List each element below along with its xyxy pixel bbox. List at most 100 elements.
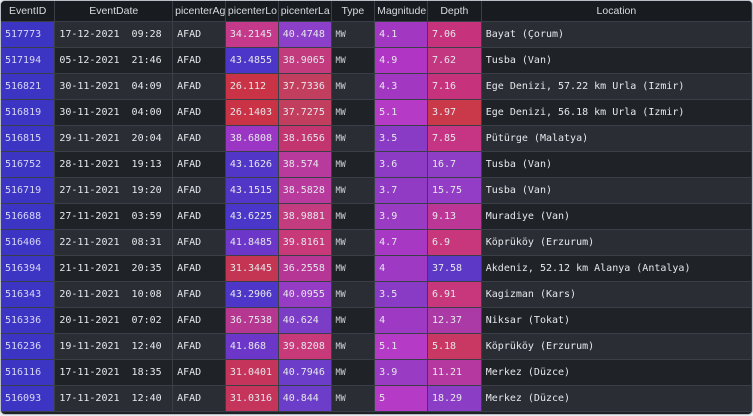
cell-type: MW [331, 125, 376, 152]
table-row[interactable]: 516343 20-11-2021 10:08 AFAD 43.2906 40.0955… [1, 281, 752, 308]
cell-magnitude: 3.9 [374, 203, 428, 230]
cell-type: MW [331, 281, 376, 308]
cell-magnitude: 4 [374, 307, 428, 334]
cell-agency: AFAD [172, 99, 226, 126]
col-header-latitude[interactable]: picenterLa [278, 1, 332, 22]
cell-depth: 7.06 [427, 21, 482, 48]
cell-eventid: 516116 [1, 359, 56, 386]
cell-magnitude: 5 [374, 385, 428, 412]
table-row[interactable]: 516406 22-11-2021 08:31 AFAD 41.8485 39.8161… [1, 229, 752, 256]
cell-longitude: 36.7538 [225, 307, 279, 334]
cell-magnitude: 3.6 [374, 151, 428, 178]
cell-latitude: 37.7336 [278, 73, 332, 100]
col-header-eventid[interactable]: EventID [1, 1, 56, 22]
cell-type: MW [331, 21, 376, 48]
cell-eventdate: 29-11-2021 20:04 [54, 125, 174, 152]
cell-location: Pütürge (Malatya) [481, 125, 752, 152]
cell-agency: AFAD [172, 333, 226, 360]
cell-location: Ege Denizi, 57.22 km Urla (Izmir) [481, 73, 752, 100]
table-row[interactable]: 516752 28-11-2021 19:13 AFAD 43.1626 38.574 M… [1, 151, 752, 178]
cell-type: MW [331, 47, 376, 74]
cell-eventdate: 20-11-2021 10:08 [54, 281, 174, 308]
cell-eventdate: 28-11-2021 19:13 [54, 151, 174, 178]
col-header-type[interactable]: Type [331, 1, 376, 22]
table-row[interactable]: 516236 19-11-2021 12:40 AFAD 41.868 39.8208 M… [1, 333, 752, 360]
cell-eventid: 516343 [1, 281, 56, 308]
table-row[interactable]: 516821 30-11-2021 04:09 AFAD 26.112 37.7336 M… [1, 73, 752, 100]
cell-agency: AFAD [172, 125, 226, 152]
table-row[interactable]: 516815 29-11-2021 20:04 AFAD 38.6808 38.1656… [1, 125, 752, 152]
cell-agency: AFAD [172, 203, 226, 230]
cell-magnitude: 4.7 [374, 229, 428, 256]
cell-magnitude: 3.9 [374, 359, 428, 386]
cell-location: Merkez (Düzce) [481, 385, 752, 412]
cell-longitude: 31.0316 [225, 385, 279, 412]
cell-depth: 6.91 [427, 281, 482, 308]
cell-eventid: 516752 [1, 151, 56, 178]
cell-depth: 18.29 [427, 385, 482, 412]
cell-depth: 11.21 [427, 359, 482, 386]
col-header-depth[interactable]: Depth [427, 1, 482, 22]
cell-eventid: 516336 [1, 307, 56, 334]
cell-type: MW [331, 359, 376, 386]
cell-type: MW [331, 177, 376, 204]
table-row[interactable]: 516116 17-11-2021 18:35 AFAD 31.0401 40.7946… [1, 359, 752, 386]
table-row[interactable]: 516688 27-11-2021 03:59 AFAD 43.6225 38.9881… [1, 203, 752, 230]
cell-eventdate: 17-12-2021 09:28 [54, 21, 174, 48]
cell-eventdate: 30-11-2021 04:00 [54, 99, 174, 126]
cell-agency: AFAD [172, 21, 226, 48]
col-header-location[interactable]: Location [481, 1, 752, 22]
cell-latitude: 36.2558 [278, 255, 332, 282]
cell-eventid: 516236 [1, 333, 56, 360]
cell-agency: AFAD [172, 47, 226, 74]
cell-location: Kagizman (Kars) [481, 281, 752, 308]
cell-longitude: 43.1626 [225, 151, 279, 178]
table-row[interactable]: 517194 05-12-2021 21:46 AFAD 43.4855 38.9065… [1, 47, 752, 74]
table-row[interactable]: 516394 21-11-2021 20:35 AFAD 31.3445 36.2558… [1, 255, 752, 282]
cell-type: MW [331, 255, 376, 282]
cell-latitude: 38.5828 [278, 177, 332, 204]
cell-latitude: 40.844 [278, 385, 332, 412]
col-header-agency[interactable]: picenterAge [172, 1, 226, 22]
cell-eventid: 517194 [1, 47, 56, 74]
cell-type: MW [331, 307, 376, 334]
cell-depth: 3.97 [427, 99, 482, 126]
cell-eventdate: 17-11-2021 18:35 [54, 359, 174, 386]
cell-depth: 7.62 [427, 47, 482, 74]
cell-type: MW [331, 203, 376, 230]
table-row[interactable]: 517773 17-12-2021 09:28 AFAD 34.2145 40.4748… [1, 21, 752, 48]
cell-eventid: 516821 [1, 73, 56, 100]
cell-agency: AFAD [172, 359, 226, 386]
cell-location: Akdeniz, 52.12 km Alanya (Antalya) [481, 255, 752, 282]
col-header-longitude[interactable]: picenterLo [225, 1, 279, 22]
col-header-eventdate[interactable]: EventDate [54, 1, 174, 22]
cell-depth: 5.18 [427, 333, 482, 360]
cell-eventdate: 22-11-2021 08:31 [54, 229, 174, 256]
cell-depth: 16.7 [427, 151, 482, 178]
cell-eventdate: 19-11-2021 12:40 [54, 333, 174, 360]
table-row[interactable]: 516093 17-11-2021 12:40 AFAD 31.0316 40.844 M… [1, 385, 752, 412]
cell-longitude: 43.2906 [225, 281, 279, 308]
table-row[interactable]: 516819 30-11-2021 04:00 AFAD 26.1403 37.7275… [1, 99, 752, 126]
cell-agency: AFAD [172, 385, 226, 412]
cell-magnitude: 5.1 [374, 333, 428, 360]
cell-agency: AFAD [172, 177, 226, 204]
cell-eventid: 516719 [1, 177, 56, 204]
cell-longitude: 34.2145 [225, 21, 279, 48]
cell-latitude: 39.8161 [278, 229, 332, 256]
cell-depth: 6.9 [427, 229, 482, 256]
col-header-magnitude[interactable]: Magnitude [374, 1, 428, 22]
cell-latitude: 38.9065 [278, 47, 332, 74]
cell-depth: 7.85 [427, 125, 482, 152]
table-row[interactable]: 516719 27-11-2021 19:20 AFAD 43.1515 38.5828… [1, 177, 752, 204]
cell-longitude: 41.8485 [225, 229, 279, 256]
cell-type: MW [331, 151, 376, 178]
cell-longitude: 31.0401 [225, 359, 279, 386]
cell-depth: 9.13 [427, 203, 482, 230]
cell-depth: 12.37 [427, 307, 482, 334]
table-row[interactable]: 516336 20-11-2021 07:02 AFAD 36.7538 40.624 M… [1, 307, 752, 334]
cell-agency: AFAD [172, 73, 226, 100]
cell-location: Niksar (Tokat) [481, 307, 752, 334]
